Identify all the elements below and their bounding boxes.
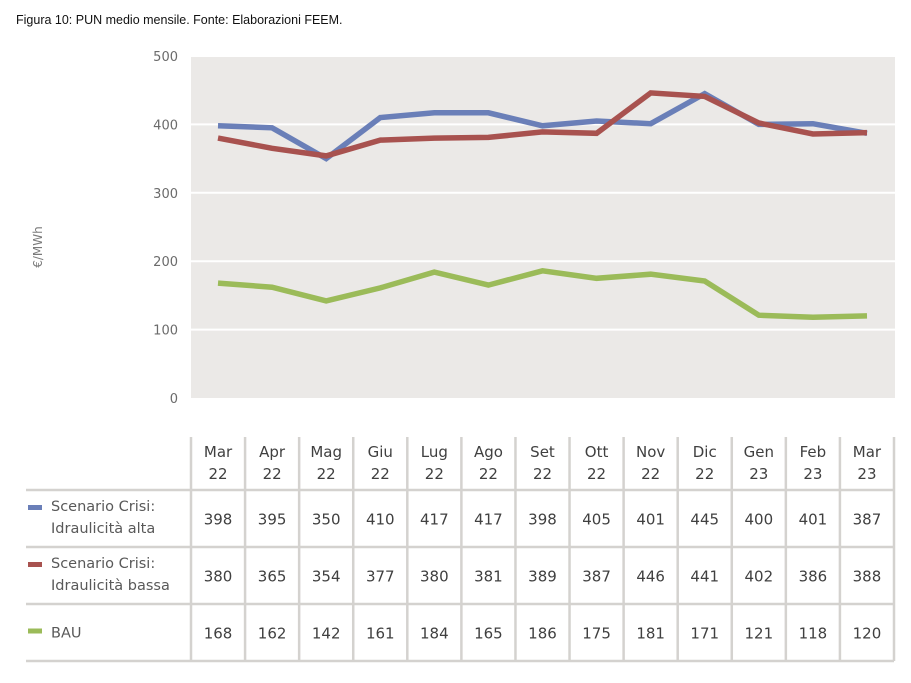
- x-tick-label-month: Lug: [421, 443, 448, 461]
- x-tick-label-year: 22: [533, 465, 552, 483]
- y-tick-label: 400: [153, 118, 178, 133]
- x-tick-label-year: 23: [857, 465, 876, 483]
- data-value-label: 171: [690, 625, 719, 643]
- x-tick-label-year: 23: [749, 465, 768, 483]
- x-tick-label-year: 22: [641, 465, 660, 483]
- data-value-label: 389: [528, 568, 557, 586]
- data-value-label: 142: [312, 625, 341, 643]
- data-value-label: 417: [420, 511, 449, 529]
- x-tick-label-month: Mar: [204, 443, 233, 461]
- legend-swatch-3: [28, 628, 42, 634]
- data-value-label: 445: [690, 511, 719, 529]
- data-value-label: 401: [636, 511, 665, 529]
- x-tick-label-month: Feb: [800, 443, 827, 461]
- x-tick-label-year: 22: [587, 465, 606, 483]
- y-tick-label: 300: [153, 187, 178, 202]
- legend-swatch-1: [28, 505, 42, 510]
- x-tick-label-year: 22: [208, 465, 227, 483]
- data-value-label: 168: [204, 625, 233, 643]
- x-tick-label-month: Gen: [744, 443, 774, 461]
- x-tick-label-month: Mar: [853, 443, 882, 461]
- x-tick-label-month: Mag: [310, 443, 342, 461]
- x-tick-label-year: 22: [479, 465, 498, 483]
- x-tick-label-year: 22: [317, 465, 336, 483]
- x-tick-label-month: Giu: [368, 443, 393, 461]
- x-tick-label-month: Apr: [259, 443, 286, 461]
- x-tick-label-year: 22: [263, 465, 282, 483]
- x-tick-label-month: Dic: [693, 443, 717, 461]
- data-value-label: 377: [366, 568, 395, 586]
- y-tick-label: 200: [153, 255, 178, 270]
- data-value-label: 380: [204, 568, 233, 586]
- data-value-label: 441: [690, 568, 719, 586]
- data-value-label: 118: [799, 625, 828, 643]
- data-value-label: 184: [420, 625, 449, 643]
- data-value-label: 417: [474, 511, 503, 529]
- data-value-label: 398: [204, 511, 233, 529]
- x-tick-label-year: 23: [803, 465, 822, 483]
- data-value-label: 387: [582, 568, 611, 586]
- legend-label: Scenario Crisi:: [51, 499, 155, 515]
- data-value-label: 395: [258, 511, 287, 529]
- x-tick-label-month: Ago: [474, 443, 503, 461]
- data-value-label: 121: [744, 625, 773, 643]
- data-value-label: 398: [528, 511, 557, 529]
- legend-swatch-2: [28, 562, 42, 567]
- legend-label: Idraulicità alta: [51, 521, 155, 537]
- data-value-label: 365: [258, 568, 287, 586]
- legend-label: BAU: [51, 626, 81, 642]
- x-tick-label-year: 22: [695, 465, 714, 483]
- data-value-label: 386: [799, 568, 828, 586]
- data-value-label: 350: [312, 511, 341, 529]
- data-value-label: 405: [582, 511, 611, 529]
- series-line-3: [217, 268, 868, 321]
- data-value-label: 387: [853, 511, 882, 529]
- plot-area: [191, 56, 895, 398]
- legend-label: Idraulicità bassa: [51, 578, 170, 594]
- data-value-label: 402: [744, 568, 773, 586]
- data-value-label: 181: [636, 625, 665, 643]
- y-axis-label: €/MWh: [31, 226, 45, 268]
- x-tick-label-month: Ott: [585, 443, 609, 461]
- data-value-label: 380: [420, 568, 449, 586]
- series-line-2: [217, 90, 868, 159]
- data-value-label: 381: [474, 568, 503, 586]
- figure-caption: Figura 10: PUN medio mensile. Fonte: Ela…: [16, 13, 343, 27]
- data-value-label: 120: [853, 625, 882, 643]
- data-value-label: 446: [636, 568, 665, 586]
- data-value-label: 186: [528, 625, 557, 643]
- y-tick-label: 100: [153, 324, 178, 339]
- x-tick-label-year: 22: [371, 465, 390, 483]
- y-tick-label: 0: [170, 392, 178, 407]
- x-tick-label-month: Set: [530, 443, 555, 461]
- data-value-label: 162: [258, 625, 287, 643]
- data-value-label: 354: [312, 568, 341, 586]
- data-value-label: 165: [474, 625, 503, 643]
- x-tick-label-month: Nov: [636, 443, 665, 461]
- data-value-label: 388: [853, 568, 882, 586]
- data-value-label: 400: [744, 511, 773, 529]
- data-value-label: 175: [582, 625, 611, 643]
- legend-label: Scenario Crisi:: [51, 556, 155, 572]
- data-value-label: 401: [799, 511, 828, 529]
- data-value-label: 410: [366, 511, 395, 529]
- data-value-label: 161: [366, 625, 395, 643]
- y-tick-label: 500: [153, 50, 178, 65]
- x-tick-label-year: 22: [425, 465, 444, 483]
